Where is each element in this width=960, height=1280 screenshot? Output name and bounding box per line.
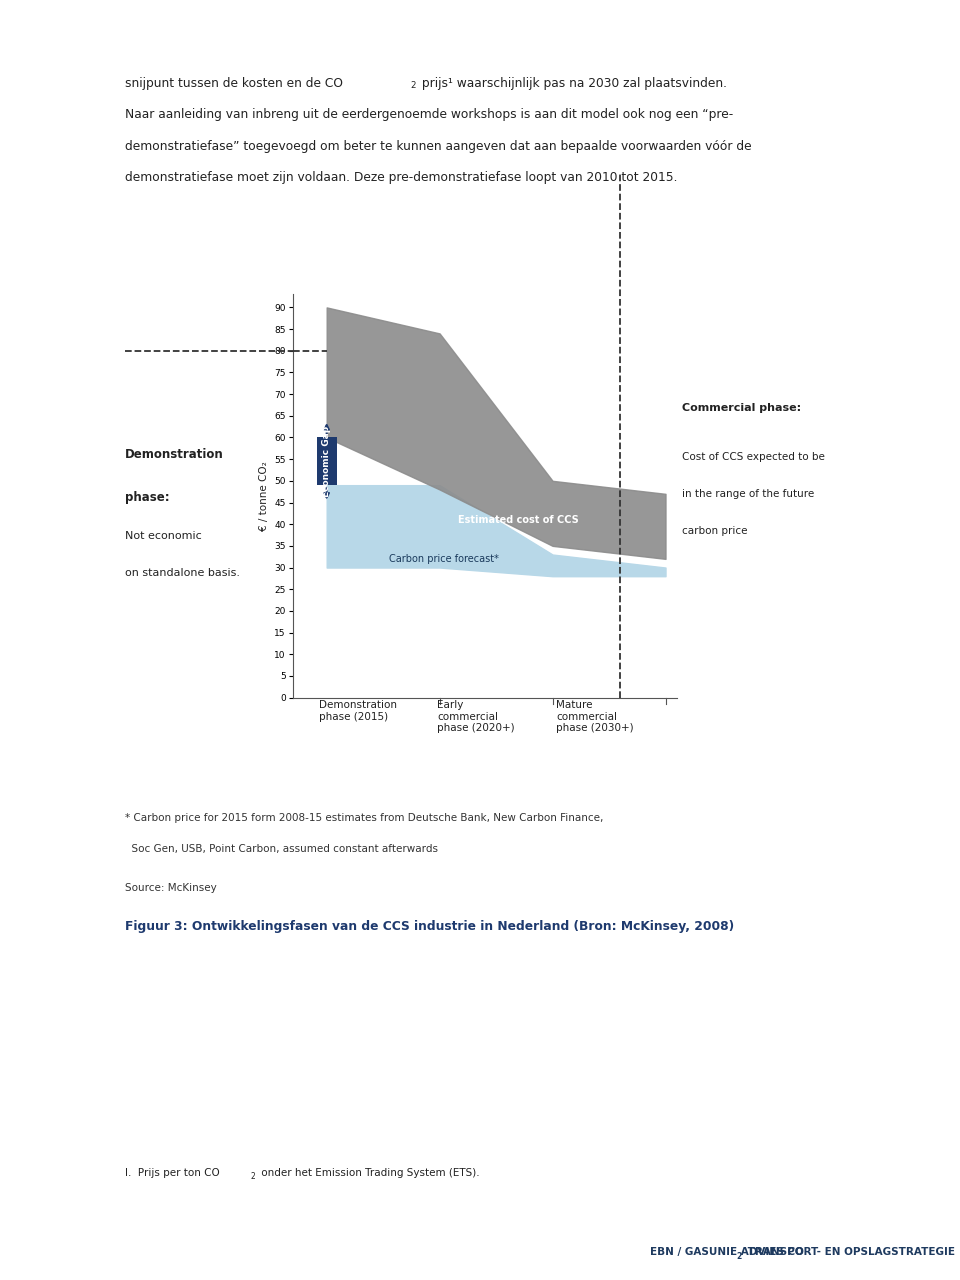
Text: onder het Emission Trading System (ETS).: onder het Emission Trading System (ETS). bbox=[257, 1167, 479, 1178]
Text: TRANSPORT- EN OPSLAGSTRATEGIE   17: TRANSPORT- EN OPSLAGSTRATEGIE 17 bbox=[743, 1247, 960, 1257]
Text: demonstratiefase” toegevoegd om beter te kunnen aangeven dat aan bepaalde voorwa: demonstratiefase” toegevoegd om beter te… bbox=[125, 140, 752, 152]
Text: Figuur 3: Ontwikkelingsfasen van de CCS industrie in Nederland (Bron: McKinsey, : Figuur 3: Ontwikkelingsfasen van de CCS … bbox=[125, 920, 734, 933]
Text: Commercial phase:: Commercial phase: bbox=[682, 403, 801, 413]
Text: Demonstration: Demonstration bbox=[125, 448, 224, 461]
Text: prijs¹ waarschijnlijk pas na 2030 zal plaatsvinden.: prijs¹ waarschijnlijk pas na 2030 zal pl… bbox=[419, 77, 727, 90]
Text: EBN / GASUNIE ADVIES CO: EBN / GASUNIE ADVIES CO bbox=[650, 1247, 804, 1257]
Text: phase:: phase: bbox=[125, 492, 169, 504]
Text: Mature
commercial
phase (2030+): Mature commercial phase (2030+) bbox=[556, 700, 634, 733]
Text: carbon price: carbon price bbox=[682, 526, 747, 536]
Text: Estimated cost of CCS: Estimated cost of CCS bbox=[458, 515, 579, 525]
Text: on standalone basis.: on standalone basis. bbox=[125, 568, 240, 577]
Y-axis label: € / tonne CO₂: € / tonne CO₂ bbox=[259, 461, 269, 531]
Text: Naar aanleiding van inbreng uit de eerdergenoemde workshops is aan dit model ook: Naar aanleiding van inbreng uit de eerde… bbox=[125, 109, 733, 122]
Text: 2: 2 bbox=[411, 81, 417, 90]
Text: Demonstration
phase (2015): Demonstration phase (2015) bbox=[319, 700, 396, 722]
Text: demonstratiefase moet zijn voldaan. Deze pre-demonstratiefase loopt van 2010 tot: demonstratiefase moet zijn voldaan. Deze… bbox=[125, 172, 678, 184]
Text: 2: 2 bbox=[251, 1172, 255, 1181]
Text: snijpunt tussen de kosten en de CO: snijpunt tussen de kosten en de CO bbox=[125, 77, 343, 90]
Text: Early
commercial
phase (2020+): Early commercial phase (2020+) bbox=[438, 700, 515, 733]
Text: * Carbon price for 2015 form 2008-15 estimates from Deutsche Bank, New Carbon Fi: * Carbon price for 2015 form 2008-15 est… bbox=[125, 813, 603, 823]
Text: Economic Gap: Economic Gap bbox=[323, 426, 331, 497]
Text: in the range of the future: in the range of the future bbox=[682, 489, 814, 499]
Text: 2: 2 bbox=[736, 1252, 741, 1261]
Text: Not economic: Not economic bbox=[125, 531, 202, 541]
Text: Soc Gen, USB, Point Carbon, assumed constant afterwards: Soc Gen, USB, Point Carbon, assumed cons… bbox=[125, 845, 438, 854]
Text: Carbon price forecast*: Carbon price forecast* bbox=[389, 554, 498, 564]
FancyBboxPatch shape bbox=[317, 438, 337, 485]
Text: Source: McKinsey: Source: McKinsey bbox=[125, 883, 217, 892]
Text: l.  Prijs per ton CO: l. Prijs per ton CO bbox=[125, 1167, 220, 1178]
Text: Cost of CCS expected to be: Cost of CCS expected to be bbox=[682, 452, 825, 462]
